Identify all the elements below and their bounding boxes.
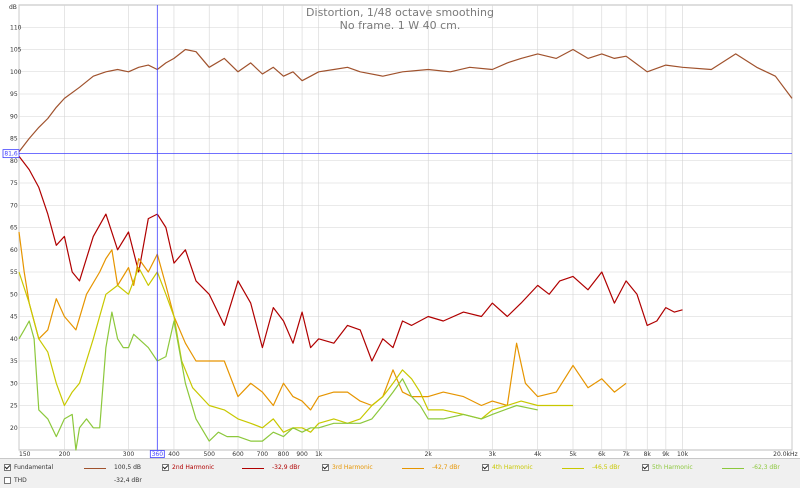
x-tick-label: 20.0k	[773, 451, 790, 458]
x-tick-label: 5k	[569, 451, 577, 458]
series-4th-harmonic	[18, 267, 573, 433]
series-2nd-harmonic	[18, 155, 683, 362]
y-tick-label: 40	[10, 336, 18, 343]
x-tick-label: 10k	[677, 451, 689, 458]
x-tick-label: 6k	[598, 451, 606, 458]
legend-4th-harmonic[interactable]: 4th Harmonic -46,5 dBr	[482, 462, 642, 474]
legend-panel: Fundamental 100,5 dB 2nd Harmonic -32,9 dBr…	[0, 458, 800, 488]
legend-value: 100,5 dB	[114, 464, 142, 471]
series-3rd-harmonic	[18, 231, 627, 411]
legend-fundamental[interactable]: Fundamental 100,5 dB	[4, 462, 154, 474]
cursor-y-readout: 81,6	[4, 151, 18, 158]
chart-subtitle: No frame. 1 W 40 cm.	[340, 19, 461, 32]
x-tick-label: 2k	[425, 451, 433, 458]
x-tick-label: 9k	[662, 451, 670, 458]
y-tick-label: 105	[10, 47, 22, 54]
chart-title: Distortion, 1/48 octave smoothing	[306, 6, 494, 19]
series-lines	[18, 48, 793, 451]
x-tick-label: 1k	[315, 451, 323, 458]
x-axis-unit: Hz	[790, 451, 798, 458]
legend-value: -42,7 dBr	[432, 464, 460, 471]
y-tick-label: 70	[10, 202, 18, 209]
x-tick-label: 900	[296, 451, 308, 458]
series-fundamental	[18, 48, 793, 153]
y-axis-unit: dB	[9, 4, 17, 11]
y-tick-label: 75	[10, 180, 18, 187]
y-tick-label: 60	[10, 247, 18, 254]
legend-5th-harmonic[interactable]: 5th Harmonic -62,3 dBr	[642, 462, 798, 474]
distortion-chart: 20 25 30 35 40 45 50 55 60 65 70 75 80 85 90 95 100 105 11…	[2, 4, 798, 458]
y-tick-label: 45	[10, 314, 18, 321]
y-tick-label: 30	[10, 380, 18, 387]
legend-checkbox[interactable]	[482, 464, 489, 471]
x-tick-label: 8k	[644, 451, 652, 458]
y-tick-label: 85	[10, 136, 18, 143]
y-tick-label: 50	[10, 291, 18, 298]
legend-swatch	[84, 468, 106, 469]
legend-checkbox[interactable]	[322, 464, 329, 471]
y-tick-label: 20	[10, 425, 18, 432]
legend-label: 3rd Harmonic	[332, 464, 373, 471]
cursor[interactable]: 81,6 360	[2, 5, 792, 458]
legend-checkbox[interactable]	[642, 464, 649, 471]
legend-swatch	[722, 468, 744, 469]
legend-swatch	[402, 468, 424, 469]
x-tick-label: 800	[278, 451, 290, 458]
cursor-y-readout-box	[2, 149, 20, 159]
y-tick-label: 25	[10, 403, 18, 410]
legend-swatch	[562, 468, 584, 469]
y-tick-label: 80	[10, 158, 18, 165]
legend-label: 2nd Harmonic	[172, 464, 215, 471]
x-tick-label: 300	[123, 451, 135, 458]
legend-value: -32,9 dBr	[272, 464, 300, 471]
legend-thd[interactable]: THD -32,4 dBr	[4, 475, 154, 487]
y-tick-label: 95	[10, 91, 18, 98]
x-tick-label: 200	[59, 451, 71, 458]
y-tick-label: 65	[10, 225, 18, 232]
x-tick-label: 3k	[489, 451, 497, 458]
legend-3rd-harmonic[interactable]: 3rd Harmonic -42,7 dBr	[322, 462, 482, 474]
legend-label: Fundamental	[14, 464, 54, 471]
x-tick-label: 150	[19, 451, 31, 458]
legend-checkbox[interactable]	[4, 477, 11, 484]
x-tick-labels: 150 200 300 400 500 600 700 800 900 1k 2k 3k 4k 5k 6k 7…	[19, 451, 791, 458]
legend-swatch	[242, 468, 264, 469]
x-tick-label: 7k	[622, 451, 630, 458]
y-tick-label: 110	[10, 24, 22, 31]
x-tick-label: 600	[232, 451, 244, 458]
legend-2nd-harmonic[interactable]: 2nd Harmonic -32,9 dBr	[162, 462, 322, 474]
x-tick-label: 400	[168, 451, 180, 458]
legend-value: -62,3 dBr	[752, 464, 780, 471]
legend-label: 4th Harmonic	[492, 464, 533, 471]
y-tick-label: 35	[10, 358, 18, 365]
x-tick-label: 500	[203, 451, 215, 458]
cursor-x-readout-box	[149, 450, 165, 458]
legend-value: -46,5 dBr	[592, 464, 620, 471]
x-tick-label: 4k	[534, 451, 542, 458]
y-tick-label: 90	[10, 113, 18, 120]
legend-checkbox[interactable]	[4, 464, 11, 471]
cursor-x-readout: 360	[152, 451, 164, 458]
legend-value: -32,4 dBr	[114, 477, 142, 484]
legend-label: 5th Harmonic	[652, 464, 693, 471]
y-tick-labels: 20 25 30 35 40 45 50 55 60 65 70 75 80 85 90 95 100 105 11…	[10, 24, 22, 432]
x-tick-label: 700	[257, 451, 269, 458]
grid	[18, 4, 793, 451]
y-tick-label: 100	[10, 69, 22, 76]
y-tick-label: 55	[10, 269, 18, 276]
legend-label: THD	[14, 477, 27, 484]
legend-checkbox[interactable]	[162, 464, 169, 471]
series-5th-harmonic	[18, 311, 538, 451]
